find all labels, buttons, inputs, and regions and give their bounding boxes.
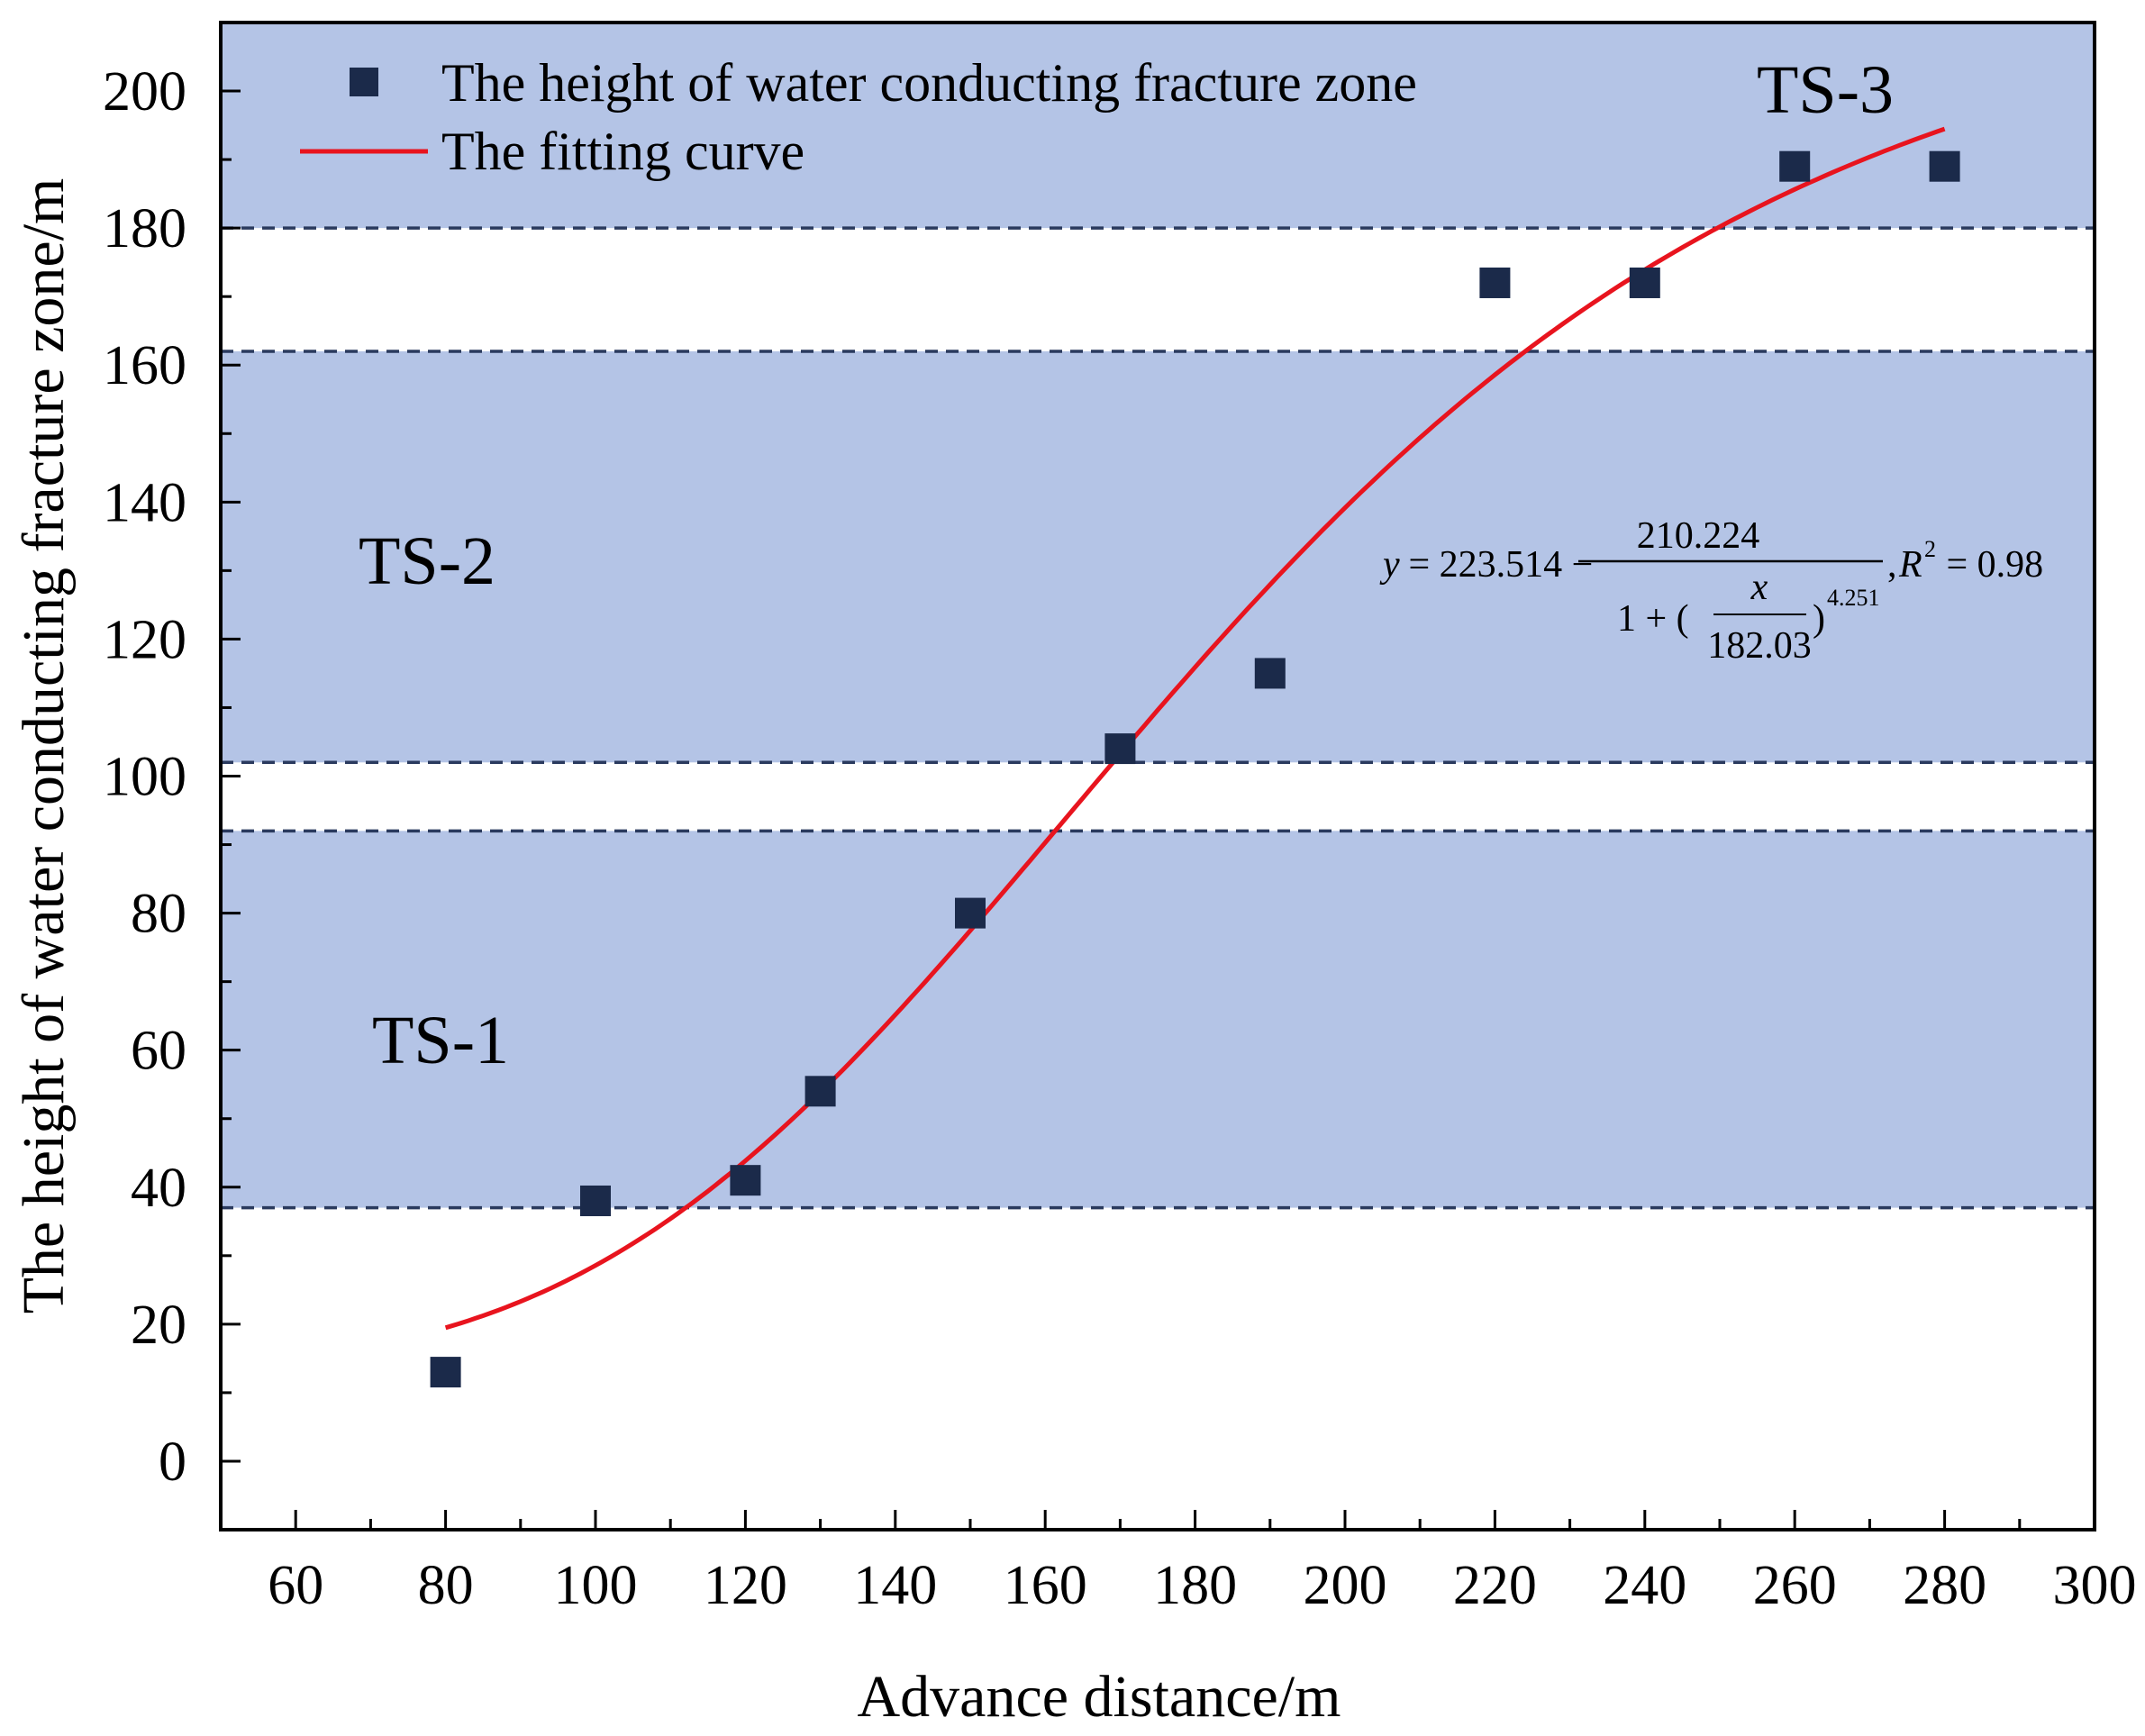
data-point [1629,267,1660,298]
plot-frame [219,21,2096,1531]
equation-lhs: = 223.514 − [1399,544,1603,586]
equation-x0: 182.03 [1707,625,1812,667]
legend-marker-square [350,68,378,96]
x-tick-label: 60 [268,1555,323,1616]
data-points-layer [430,150,1960,1388]
legend-label-curve: The fitting curve [441,122,804,181]
y-tick-label: 100 [103,747,186,808]
x-tick-label: 180 [1153,1555,1237,1616]
x-tick-label: 140 [853,1555,937,1616]
equation-den-close: ) [1813,598,1825,640]
equation-y-var: y [1379,544,1400,586]
x-tick-label: 280 [1903,1555,1986,1616]
zone-band-2 [221,351,2095,763]
data-point [1254,658,1286,689]
x-tick-label: 300 [2053,1555,2137,1616]
equation-den-prefix: 1 + ( [1617,598,1689,640]
y-tick-label: 80 [131,884,186,945]
fitting-curve [444,126,1946,1331]
zone-labels: TS-1 TS-2 TS-3 [359,52,1894,1078]
fitting-curve-layer [444,126,1946,1331]
y-tick-label: 120 [103,609,186,670]
data-point [1479,267,1511,298]
data-point [580,1185,611,1216]
data-point [430,1357,461,1388]
x-tick-label: 120 [704,1555,787,1616]
equation-comma: , [1887,544,1897,586]
y-tick-label: 0 [159,1432,186,1493]
x-axis-ticks: 60 80 100 120 140 160 180 200 220 240 260 280 300 [219,1510,2137,1616]
y-tick-label: 20 [131,1295,186,1356]
zone-label-ts1: TS-1 [372,1003,509,1078]
x-axis-label: Advance distance/m [858,1664,1341,1730]
data-point [1779,150,1811,182]
equation-exponent: 4.251 [1827,585,1880,611]
data-point [955,897,986,929]
x-tick-label: 80 [418,1555,474,1616]
y-tick-label: 200 [103,61,186,123]
y-tick-label: 60 [131,1021,186,1082]
equation-r2-r: R [1898,544,1922,586]
zone-bands [221,23,2095,1208]
equation-r2-value: = 0.98 [1937,544,2043,586]
x-tick-label: 160 [1004,1555,1087,1616]
zone-label-ts2: TS-2 [359,523,495,599]
y-tick-label: 180 [103,198,186,259]
y-tick-label: 140 [103,472,186,533]
legend: The height of water conducting fracture … [300,53,1417,181]
x-tick-label: 240 [1603,1555,1686,1616]
data-point [730,1165,761,1196]
x-tick-label: 220 [1453,1555,1537,1616]
y-tick-label: 40 [131,1158,186,1219]
legend-label-scatter: The height of water conducting fracture … [441,53,1417,113]
x-tick-label: 260 [1753,1555,1837,1616]
data-point [804,1076,836,1107]
y-axis-ticks: 0 20 40 60 80 100 120 140 160 180 200 [103,21,241,1531]
y-tick-label: 160 [103,335,186,396]
data-point [1104,733,1136,765]
x-tick-label: 100 [554,1555,638,1616]
equation-numerator: 210.224 [1637,515,1760,557]
y-axis-label: The height of water conducting fracture … [11,178,77,1314]
x-tick-label: 200 [1304,1555,1387,1616]
fit-equation: y = 223.514 − 210.224 1 + ( x 182.03 ) 4… [1379,515,2043,667]
equation-r2-exp: 2 [1924,536,1936,562]
zone-band-1 [221,831,2095,1208]
data-point [1929,150,1960,182]
zone-label-ts3: TS-3 [1757,52,1894,128]
equation-x-var: x [1750,567,1768,608]
